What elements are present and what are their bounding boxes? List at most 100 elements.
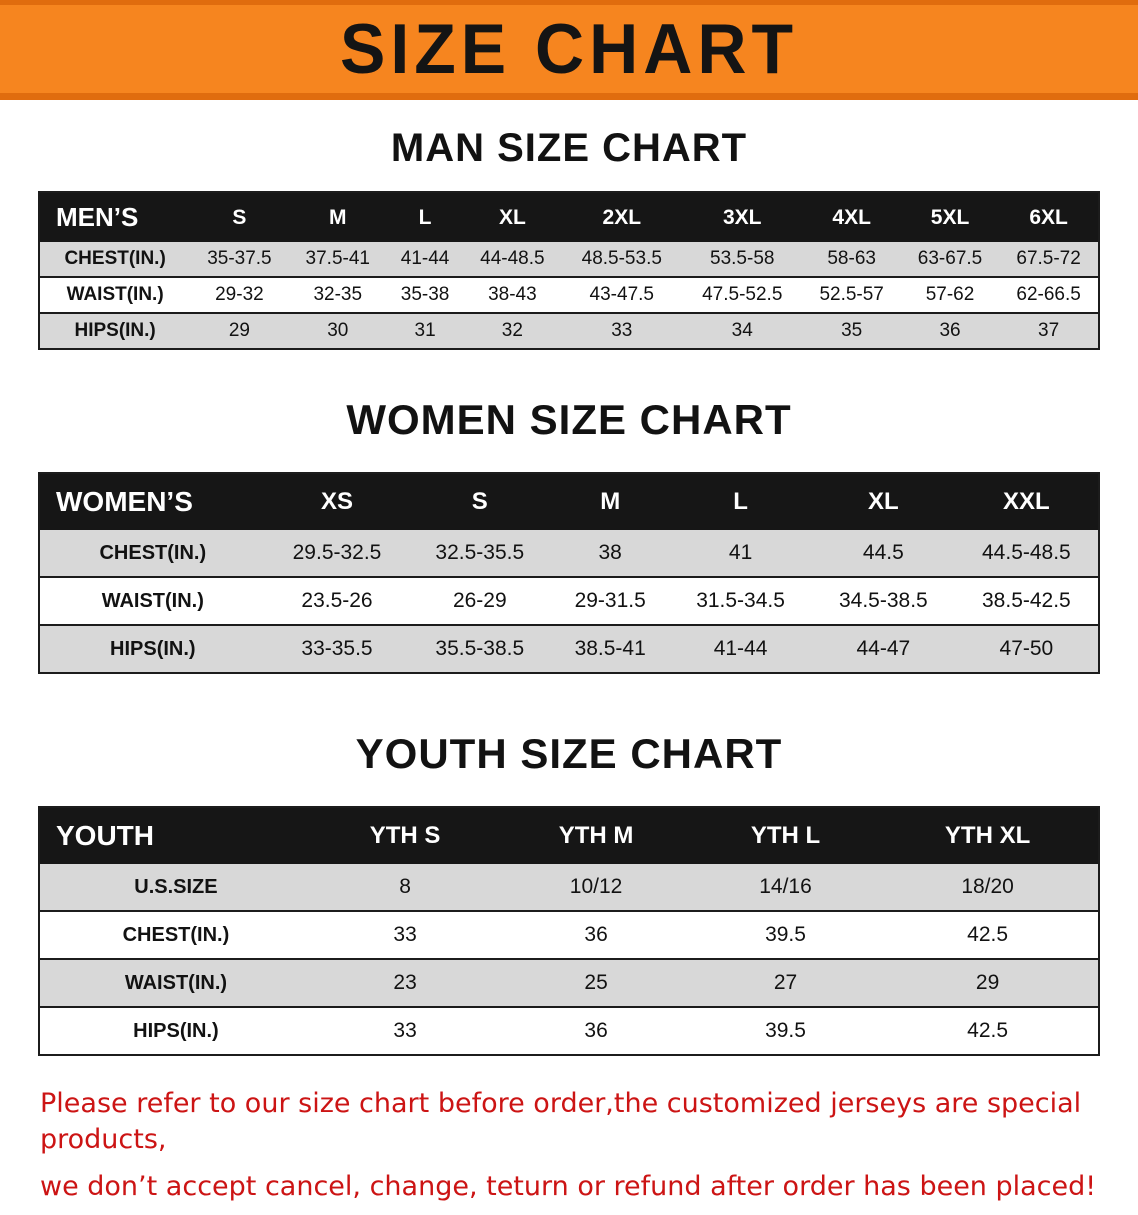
table-cell: 36 bbox=[584, 923, 608, 946]
women-size-section: WOMEN SIZE CHART WOMEN’S XS S M L XL XXL CHEST(… bbox=[0, 396, 1138, 674]
table-cell: 23 bbox=[393, 971, 417, 994]
column-header-cell: XL bbox=[498, 205, 526, 229]
table-row: WAIST(IN.) 23.5-26 26-29 29-31.5 31.5-34.5 34… bbox=[39, 577, 1099, 625]
youth-size-section: YOUTH SIZE CHART YOUTH YTH S YTH M YTH L YTH… bbox=[0, 730, 1138, 1056]
men-section-heading: MAN SIZE CHART bbox=[390, 126, 748, 170]
table-cell: 14/16 bbox=[759, 875, 812, 898]
row-label-cell: CHEST(IN.) bbox=[99, 541, 207, 564]
table-cell: 35-37.5 bbox=[207, 248, 272, 269]
table-cell: 29-32 bbox=[215, 284, 264, 305]
column-header-cell: 3XL bbox=[722, 205, 762, 229]
table-row: WAIST(IN.) 29-32 32-35 35-38 38-43 43-47.5 47.… bbox=[39, 277, 1099, 313]
table-cell: 44-47 bbox=[856, 637, 911, 660]
table-cell: 23.5-26 bbox=[301, 589, 373, 612]
table-cell: 33 bbox=[611, 320, 633, 341]
women-section-heading: WOMEN SIZE CHART bbox=[346, 396, 792, 443]
row-label-cell: WAIST(IN.) bbox=[124, 971, 228, 994]
table-cell: 29 bbox=[228, 320, 250, 341]
table-cell: 25 bbox=[584, 971, 608, 994]
column-header-cell: S bbox=[471, 488, 488, 515]
table-row: U.S.SIZE 8 10/12 14/16 18/20 bbox=[39, 864, 1099, 911]
table-cell: 44.5 bbox=[862, 541, 904, 564]
table-cell: 26-29 bbox=[452, 589, 507, 612]
table-cell: 53.5-58 bbox=[710, 248, 775, 269]
table-cell: 42.5 bbox=[967, 1019, 1009, 1042]
table-cell: 47-50 bbox=[999, 637, 1054, 660]
table-cell: 41-44 bbox=[400, 248, 450, 269]
table-cell: 27 bbox=[773, 971, 798, 994]
column-header-cell: M bbox=[329, 205, 347, 229]
column-header-cell: XXL bbox=[1003, 488, 1050, 515]
banner: SIZE CHART bbox=[0, 0, 1138, 100]
table-cell: 57-62 bbox=[925, 284, 975, 305]
table-cell: 41-44 bbox=[713, 637, 768, 660]
table-cell: 33 bbox=[393, 1019, 417, 1042]
row-label-cell: CHEST(IN.) bbox=[122, 923, 230, 946]
table-row: WAIST(IN.) 23 25 27 29 bbox=[39, 959, 1099, 1007]
table-title-cell: YOUTH bbox=[56, 820, 154, 851]
table-cell: 43-47.5 bbox=[589, 284, 654, 305]
table-header-row: WOMEN’S XS S M L XL XXL bbox=[39, 473, 1099, 530]
women-size-table: WOMEN’S XS S M L XL XXL CHEST(IN.) 29.5-32.5 32.5… bbox=[38, 472, 1100, 674]
table-cell: 34 bbox=[731, 320, 753, 341]
table-cell: 62-66.5 bbox=[1016, 284, 1081, 305]
table-cell: 35.5-38.5 bbox=[435, 637, 525, 660]
table-cell: 32.5-35.5 bbox=[435, 541, 525, 564]
table-cell: 63-67.5 bbox=[917, 248, 983, 269]
row-label-cell: WAIST(IN.) bbox=[66, 284, 164, 305]
table-cell: 29.5-32.5 bbox=[292, 541, 382, 564]
table-cell: 44-48.5 bbox=[480, 248, 545, 269]
table-cell: 36 bbox=[939, 320, 961, 341]
table-cell: 67.5-72 bbox=[1016, 248, 1081, 269]
row-label-cell: CHEST(IN.) bbox=[64, 248, 166, 269]
table-header-row: MEN’S S M L XL 2XL 3XL 4XL 5XL 6XL bbox=[39, 192, 1099, 242]
table-cell: 35 bbox=[841, 320, 863, 341]
table-cell: 33-35.5 bbox=[301, 637, 373, 660]
table-cell: 38.5-42.5 bbox=[982, 589, 1071, 612]
men-size-table: MEN’S S M L XL 2XL 3XL 4XL 5XL 6XL CHEST(IN.) 35-37… bbox=[38, 191, 1100, 350]
table-cell: 44.5-48.5 bbox=[982, 541, 1071, 564]
table-title-cell: WOMEN’S bbox=[56, 486, 193, 517]
table-cell: 35-38 bbox=[400, 284, 450, 305]
table-cell: 10/12 bbox=[569, 875, 623, 898]
table-cell: 38.5-41 bbox=[574, 637, 646, 660]
table-cell: 32 bbox=[501, 320, 523, 341]
column-header-cell: L bbox=[733, 488, 748, 515]
table-cell: 38-43 bbox=[488, 284, 537, 305]
table-cell: 42.5 bbox=[967, 923, 1009, 946]
column-header-cell: XL bbox=[868, 488, 899, 515]
table-row: CHEST(IN.) 29.5-32.5 32.5-35.5 38 41 44.5 44.5… bbox=[39, 530, 1099, 577]
column-header-cell: YTH L bbox=[750, 822, 821, 849]
column-header-cell: XS bbox=[321, 488, 354, 515]
row-label-cell: WAIST(IN.) bbox=[101, 589, 204, 612]
column-header-cell: S bbox=[232, 205, 247, 229]
column-header-cell: L bbox=[418, 205, 432, 229]
row-label-cell: HIPS(IN.) bbox=[74, 320, 156, 341]
table-cell: 37 bbox=[1038, 320, 1060, 341]
table-cell: 32-35 bbox=[313, 284, 363, 305]
table-cell: 31.5-34.5 bbox=[696, 589, 785, 612]
table-cell: 47.5-52.5 bbox=[702, 284, 783, 305]
table-cell: 37.5-41 bbox=[305, 248, 370, 269]
table-cell: 31 bbox=[414, 320, 436, 341]
column-header-cell: M bbox=[600, 488, 621, 515]
table-cell: 30 bbox=[327, 320, 349, 341]
table-cell: 29-31.5 bbox=[574, 589, 646, 612]
column-header-cell: 2XL bbox=[602, 205, 642, 229]
table-cell: 39.5 bbox=[765, 923, 806, 946]
youth-size-table: YOUTH YTH S YTH M YTH L YTH XL U.S.SIZE 8 10/12… bbox=[38, 806, 1100, 1056]
table-cell: 29 bbox=[975, 971, 1000, 994]
table-row: CHEST(IN.) 35-37.5 37.5-41 41-44 44-48.5 48.5… bbox=[39, 242, 1099, 277]
table-cell: 33 bbox=[393, 923, 417, 946]
table-cell: 34.5-38.5 bbox=[838, 589, 928, 612]
column-header-cell: 5XL bbox=[930, 205, 970, 229]
table-cell: 18/20 bbox=[961, 875, 1014, 898]
column-header-cell: YTH M bbox=[558, 822, 634, 849]
table-row: CHEST(IN.) 33 36 39.5 42.5 bbox=[39, 911, 1099, 959]
table-header-row: YOUTH YTH S YTH M YTH L YTH XL bbox=[39, 807, 1099, 864]
column-header-cell: YTH XL bbox=[944, 822, 1031, 849]
table-cell: 58-63 bbox=[827, 248, 876, 269]
table-title-cell: MEN’S bbox=[56, 202, 139, 232]
table-row: HIPS(IN.) 33 36 39.5 42.5 bbox=[39, 1007, 1099, 1055]
